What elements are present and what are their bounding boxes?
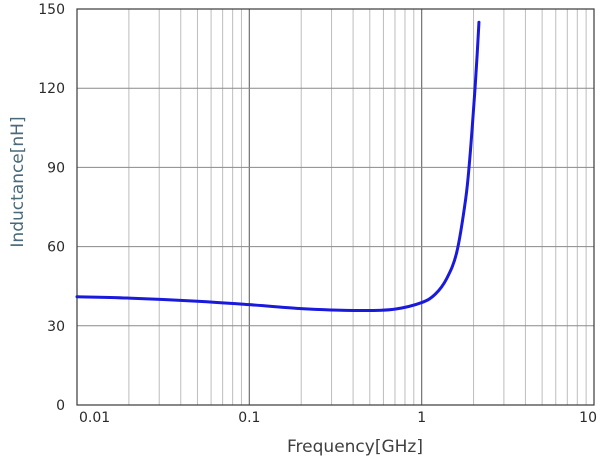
y-tick-label: 60: [47, 240, 65, 256]
y-tick-label: 30: [47, 319, 65, 335]
x-axis-label: Frequency[GHz]: [287, 437, 423, 457]
plot-frame: [76, 8, 595, 406]
y-tick-label: 120: [38, 81, 65, 97]
tick-labels: 0.01 0.1 1 10 0 30 60 90 120 150: [38, 2, 597, 426]
y-tick-label: 90: [47, 160, 65, 176]
inductance-series-line: [75, 20, 481, 313]
x-tick-label: 0.01: [79, 410, 110, 426]
y-tick-label: 150: [38, 2, 65, 18]
x-tick-label: 10: [579, 410, 597, 426]
x-tick-label: 1: [417, 410, 426, 426]
series: [75, 20, 481, 313]
y-tick-label: 0: [56, 398, 65, 414]
grid: [77, 9, 594, 405]
y-axis-label: Inductance[nH]: [8, 116, 28, 247]
x-tick-label: 0.1: [238, 410, 260, 426]
